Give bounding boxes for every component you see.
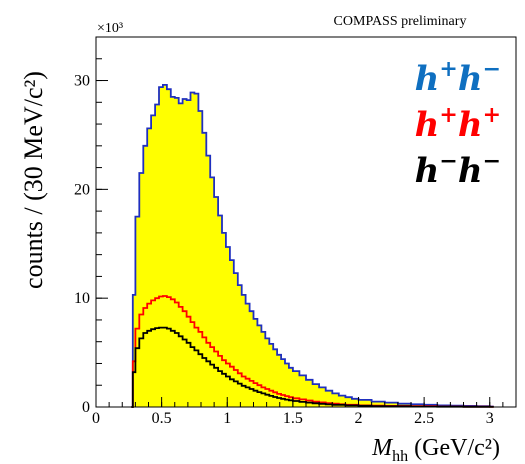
legend-entry-0-part-0: h — [415, 59, 440, 99]
y-axis: 0 10 20 30 — [74, 36, 108, 416]
series-line-0 — [131, 84, 494, 408]
legend: h+h−h+h+h−h− — [415, 56, 501, 191]
legend-entry-0-part-1: + — [439, 56, 457, 82]
legend-entry-1-part-2: h — [458, 105, 483, 145]
x-tick-label-3: 1.5 — [283, 410, 303, 427]
svg-text:Mhh(GeV/c²): Mhh (GeV/c²) — [371, 435, 500, 464]
legend-entry-0-part-3: − — [483, 56, 501, 82]
legend-entry-0: h+h− — [415, 56, 501, 99]
y-tick-label-1: 10 — [74, 290, 90, 307]
legend-entry-0-part-2: h — [458, 59, 483, 99]
x-tick-label-6: 3 — [486, 410, 494, 427]
series-fill-0 — [131, 84, 494, 408]
legend-entry-2-part-0: h — [415, 151, 440, 191]
y-tick-label-2: 20 — [74, 181, 90, 198]
legend-entry-1-part-0: h — [415, 105, 440, 145]
legend-entry-2-part-3: − — [483, 148, 501, 174]
legend-entry-2-part-2: h — [458, 151, 483, 191]
legend-entry-2-part-1: − — [439, 148, 457, 174]
legend-entry-2: h−h− — [415, 148, 501, 191]
x-tick-label-0: 0 — [92, 410, 100, 427]
x-axis-label-main: M — [371, 435, 394, 461]
x-tick-label-2: 1 — [223, 410, 231, 427]
x-tick-label-1: 0.5 — [152, 410, 172, 427]
y-tick-label-3: 30 — [74, 73, 90, 90]
legend-entry-1: h+h+ — [415, 102, 501, 145]
x-axis: 0 0.5 1 1.5 2 2.5 3 — [92, 397, 517, 427]
x-tick-label-4: 2 — [355, 410, 363, 427]
series-line-2 — [131, 326, 494, 408]
legend-entry-1-part-1: + — [439, 102, 457, 128]
y-tick-label-0: 0 — [82, 399, 90, 416]
preliminary-label: COMPASS preliminary — [334, 14, 467, 29]
x-axis-label-sub: hh — [392, 448, 408, 464]
legend-entry-1-part-3: + — [483, 102, 501, 128]
y-multiplier: ×10³ — [97, 21, 123, 36]
x-axis-label: Mhh (GeV/c²) — [371, 435, 500, 464]
x-axis-label-unit: (GeV/c²) — [414, 435, 500, 461]
x-tick-label-5: 2.5 — [414, 410, 434, 427]
y-axis-label: counts / (30 MeV/c²) — [19, 71, 48, 289]
